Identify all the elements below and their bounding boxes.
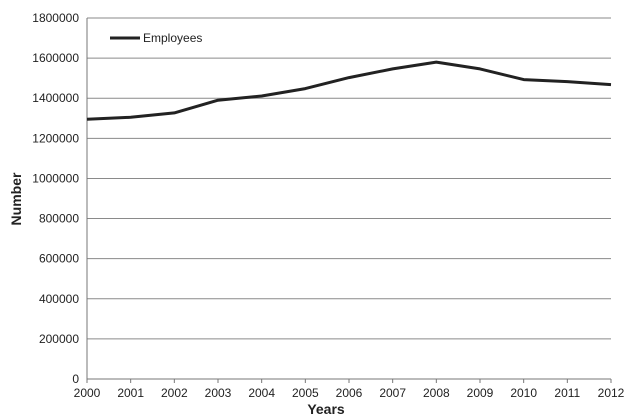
legend: Employees — [110, 31, 202, 45]
y-axis-title: Number — [8, 172, 24, 225]
x-tick-label: 2005 — [292, 386, 319, 400]
y-tick-labels: 0 200000 400000 600000 800000 1000000 1200000 1… — [32, 11, 79, 386]
x-tick-label: 2000 — [74, 386, 101, 400]
y-tick-label: 800000 — [39, 212, 79, 226]
x-tick-label: 2011 — [554, 386, 580, 400]
x-tick-labels: 2000 2001 2002 2003 2004 2005 2006 2007 2008 2009… — [74, 379, 625, 400]
series-layer — [86, 60, 612, 121]
x-tick-label: 2009 — [467, 386, 494, 400]
x-tick-label: 2012 — [598, 386, 625, 400]
y-tick-label: 1400000 — [32, 91, 79, 105]
x-axis-title: Years — [307, 401, 345, 416]
x-tick-label: 2004 — [248, 386, 275, 400]
y-tick-label: 600000 — [39, 252, 79, 266]
legend-label-employees: Employees — [143, 31, 202, 45]
x-tick-label: 2006 — [336, 386, 363, 400]
y-tick-label: 400000 — [39, 292, 79, 306]
x-tick-label: 2001 — [117, 386, 144, 400]
x-tick-label: 2003 — [205, 386, 232, 400]
y-tick-label: 1600000 — [32, 51, 79, 65]
y-tick-label: 200000 — [39, 332, 79, 346]
y-tick-label: 0 — [72, 372, 79, 386]
x-tick-label: 2007 — [379, 386, 406, 400]
x-tick-label: 2010 — [510, 386, 537, 400]
y-tick-label: 1200000 — [32, 131, 79, 145]
x-tick-label: 2002 — [161, 386, 188, 400]
y-tick-label: 1800000 — [32, 11, 79, 25]
series-line-employees — [86, 60, 612, 121]
y-tick-label: 1000000 — [32, 171, 79, 185]
x-tick-label: 2008 — [423, 386, 450, 400]
gridlines — [87, 17, 611, 340]
